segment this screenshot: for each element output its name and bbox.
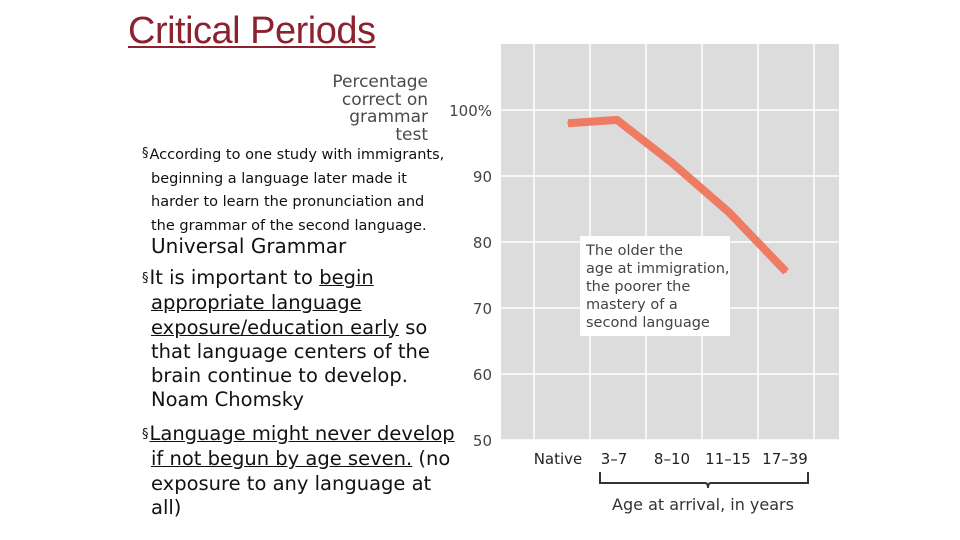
x-category-label: 3–7 [601,450,628,468]
x-category-label: 17–39 [762,450,808,468]
underlined-text: appropriate language [151,291,362,315]
data-point [728,211,730,214]
y-tick-label: 50 [473,432,492,450]
x-axis-categories: Native 3–7 8–10 11–15 17–39 [534,450,808,468]
x-category-label: 11–15 [705,450,751,468]
x-axis-label: Age at arrival, in years [612,495,794,514]
annotation-box [580,236,730,336]
bullet-text-line: all) [151,495,182,519]
bullet-icon: § [142,427,149,442]
y-label-line: correct on [341,89,428,110]
y-label-line: Percentage [332,72,428,92]
x-category-label: 8–10 [654,450,690,468]
y-tick-label: 70 [473,300,492,318]
y-tick-label: 60 [473,366,492,384]
y-tick-label: 80 [473,234,492,252]
chart-y-axis-label: Percentage correct on grammar test [312,72,428,145]
bullet-text-line: harder to learn the pronunciation and [151,194,425,210]
annotation-line: second language [586,315,710,331]
data-point [567,122,569,125]
y-label-line: grammar test [349,107,428,145]
data-point [616,118,618,121]
bullet-text-line: that language centers of the [151,339,430,363]
underlined-text: if not begun by age seven. [151,447,413,471]
annotation-line: age at immigration, [586,261,730,277]
chart-annotation: The older the age at immigration, the poor… [580,236,730,336]
y-tick-label: 100% [449,102,492,120]
age-bracket [599,472,809,489]
bullet-icon: § [142,271,149,286]
bullet-text-line: brain continue to develop. [151,364,408,388]
slide-title: Critical Periods [128,10,376,52]
bullet-point-study: §According to one study with immigrants,… [142,142,460,238]
y-axis-ticks: 100% 90 80 70 60 50 [449,102,492,450]
data-point [671,161,673,164]
bullet-text-line: According to one study with immigrants, [149,147,445,163]
bullet-point-early-exposure: §It is important to begin appropriate la… [142,266,462,413]
bullet-point-age-seven: §Language might never develop if not beg… [142,422,462,520]
underlined-text: Language might never develop [149,422,455,445]
annotation-line: mastery of a [586,297,678,313]
bullet-text-line: Noam Chomsky [151,388,304,412]
underlined-text: begin [319,266,374,289]
annotation-line: the poorer the [586,279,690,295]
annotation-line: The older the [585,243,683,259]
bullet-text-line: the grammar of the second language. [151,217,427,234]
x-category-label: Native [534,450,583,468]
bullet-text-line: beginning a language later made it [151,170,407,187]
bullet-icon: § [142,146,149,161]
universal-grammar-heading: Universal Grammar [151,234,347,258]
data-point [785,270,787,273]
chart-series [567,115,789,275]
bullet-text-line: exposure to any language at [151,471,432,495]
underlined-text: exposure/education early [151,315,400,339]
y-tick-label: 90 [473,168,492,186]
